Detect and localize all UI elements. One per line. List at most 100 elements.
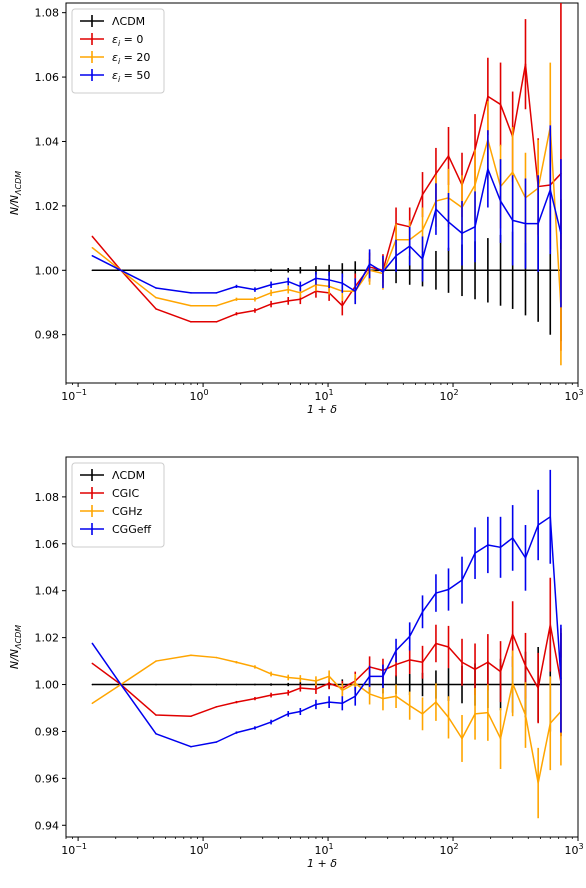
data-point <box>235 661 238 664</box>
legend-label: CGHz <box>112 505 142 518</box>
data-point <box>155 732 157 735</box>
data-point <box>215 683 218 686</box>
top-panel: 0.98 1.00 1.02 1.04 1.06 1.08 10−1 100 101 102 103… <box>8 2 584 416</box>
data-point <box>91 246 94 249</box>
data-point <box>354 290 357 293</box>
data-point <box>287 683 290 686</box>
data-point <box>354 695 357 698</box>
data-point <box>487 661 489 664</box>
data-point <box>487 269 489 272</box>
data-point <box>354 682 357 685</box>
data-point <box>287 300 290 302</box>
data-point <box>328 701 330 703</box>
data-point <box>474 713 476 715</box>
data-point <box>447 646 450 648</box>
data-point <box>254 697 256 700</box>
bottom-panel: 0.94 0.96 0.98 1.00 1.02 1.04 1.06 1.08 10−1 100 1… <box>8 456 584 870</box>
data-point <box>315 688 317 691</box>
data-point <box>341 702 344 705</box>
data-point <box>254 269 256 272</box>
data-point <box>461 269 463 272</box>
data-point <box>435 592 437 594</box>
y-tick-label: 0.96 <box>35 772 60 785</box>
data-point <box>215 321 218 323</box>
data-point <box>270 303 272 305</box>
series-line <box>91 516 562 748</box>
series-line <box>92 168 562 294</box>
x-tick-label: 100 <box>190 388 209 403</box>
data-point <box>315 703 317 706</box>
data-point <box>328 675 330 678</box>
data-point <box>299 677 302 680</box>
data-point <box>270 721 272 723</box>
data-point <box>447 221 450 223</box>
x-tick-label: 102 <box>439 388 458 403</box>
data-point <box>254 666 256 668</box>
series-0 <box>91 199 562 342</box>
data-point <box>560 232 562 235</box>
data-point <box>235 312 238 315</box>
data-point <box>235 298 238 301</box>
data-point <box>511 633 514 635</box>
legend-box <box>71 8 165 94</box>
data-point <box>408 704 411 707</box>
data-point <box>524 557 527 559</box>
x-tick-label: 102 <box>439 842 458 857</box>
data-point <box>328 269 330 272</box>
series-2 <box>91 62 562 366</box>
data-point <box>549 722 552 725</box>
data-point <box>287 676 290 679</box>
y-tick-label: 1.08 <box>35 7 60 20</box>
data-point <box>421 713 424 715</box>
data-point <box>474 552 476 554</box>
data-point <box>511 682 514 685</box>
data-point <box>270 673 272 675</box>
data-point <box>235 731 238 734</box>
data-point <box>487 95 489 98</box>
data-point <box>560 677 562 680</box>
data-point <box>328 279 330 281</box>
y-tick-label: 0.94 <box>35 819 60 832</box>
data-point <box>190 715 192 717</box>
data-point <box>215 292 218 294</box>
data-point <box>487 711 489 714</box>
data-point <box>511 269 514 272</box>
data-point <box>120 269 122 272</box>
data-point <box>235 701 238 703</box>
data-point <box>421 611 424 613</box>
data-point <box>524 222 527 225</box>
data-point <box>408 635 411 638</box>
data-point <box>524 269 527 272</box>
data-point <box>287 713 290 715</box>
data-point <box>537 687 539 689</box>
data-point <box>270 269 272 272</box>
data-point <box>408 659 411 661</box>
data-point <box>408 245 411 247</box>
data-point <box>549 516 552 518</box>
data-point <box>155 714 157 716</box>
data-point <box>287 288 290 291</box>
data-point <box>499 737 502 740</box>
data-point <box>315 277 317 280</box>
x-tick-label: 103 <box>564 842 583 857</box>
data-point <box>299 285 302 288</box>
data-point <box>435 642 437 645</box>
data-point <box>461 579 463 581</box>
data-point <box>190 304 192 307</box>
legend-label: εi = 50 <box>112 69 150 84</box>
data-point <box>447 269 450 272</box>
legend-box <box>71 462 165 548</box>
data-point <box>254 309 256 312</box>
data-point <box>215 269 218 272</box>
data-point <box>215 741 218 743</box>
series-1 <box>91 577 562 737</box>
data-point <box>524 664 527 667</box>
x-tick-label: 100 <box>190 842 209 857</box>
data-point <box>254 298 256 301</box>
data-point <box>435 701 437 703</box>
x-axis-label: 1 + δ <box>307 857 337 870</box>
data-point <box>215 656 218 659</box>
data-point <box>91 702 94 705</box>
data-point <box>287 269 290 272</box>
data-point <box>215 304 218 307</box>
